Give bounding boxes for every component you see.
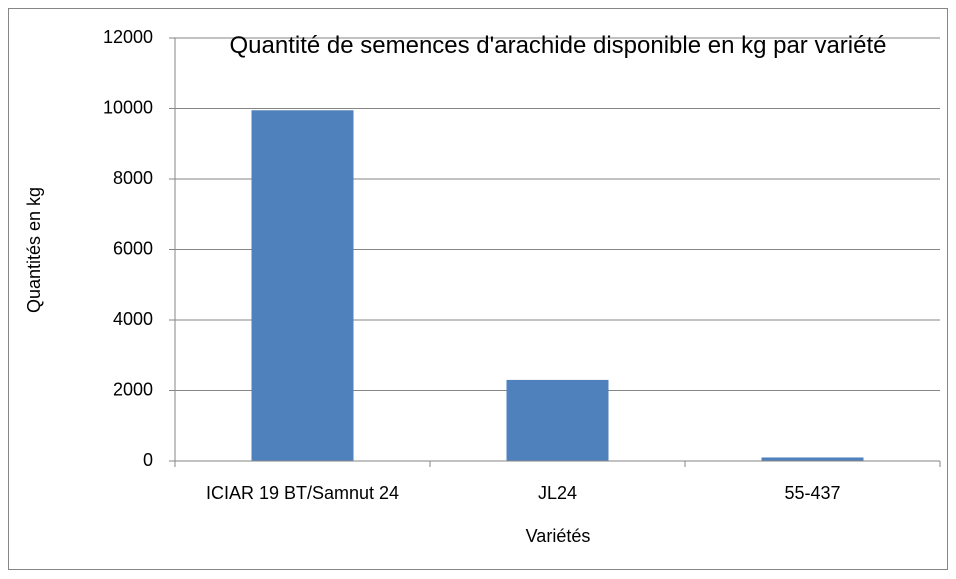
chart-title: Quantité de semences d'arachide disponib… — [229, 32, 887, 59]
y-tick-label: 10000 — [103, 97, 153, 117]
y-tick-label: 12000 — [103, 27, 153, 47]
y-tick-label: 8000 — [113, 168, 153, 188]
bar — [761, 457, 864, 461]
y-tick-label: 4000 — [113, 309, 153, 329]
chart-border — [8, 8, 948, 570]
x-axis-label: Variétés — [526, 526, 591, 546]
x-tick-label: ICIAR 19 BT/Samnut 24 — [206, 483, 399, 503]
bar — [251, 110, 354, 461]
bar — [506, 379, 609, 461]
x-tick-label: JL24 — [538, 483, 577, 503]
y-tick-label: 0 — [143, 450, 153, 470]
x-tick-label: 55-437 — [784, 483, 840, 503]
y-axis-label: Quantités en kg — [24, 187, 44, 313]
y-tick-label: 6000 — [113, 238, 153, 258]
y-tick-label: 2000 — [113, 379, 153, 399]
